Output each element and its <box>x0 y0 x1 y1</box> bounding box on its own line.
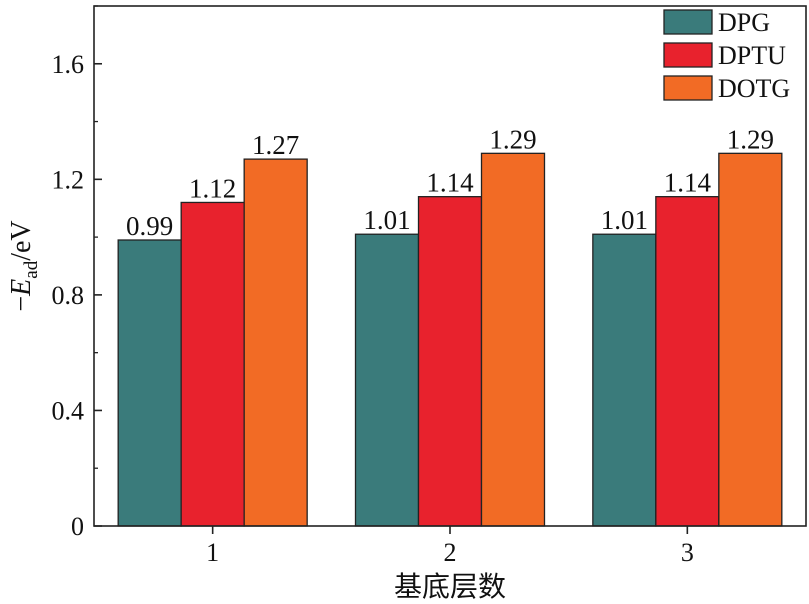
y-axis: 0 0.4 0.8 1.2 1.6 <box>52 5 102 541</box>
bar-dptu-1 <box>180 201 245 527</box>
x-tick-label: 3 <box>681 538 694 567</box>
y-tick-label: 1.6 <box>52 50 85 79</box>
legend: DPG DPTU DOTG <box>663 8 790 103</box>
legend-swatch-dotg <box>663 75 713 101</box>
y-axis-title: −Ead/eV <box>6 220 42 311</box>
bar-dptu-2 <box>417 196 483 527</box>
y-tick-label: 1.2 <box>52 165 85 194</box>
y-axis-title-subscript: ad <box>21 260 42 278</box>
y-axis-title-symbol: E <box>6 279 37 297</box>
bar-dpg-2 <box>354 233 420 527</box>
x-axis: 1 2 3 <box>206 526 694 567</box>
y-axis-title-prefix: − <box>6 296 37 312</box>
x-axis-title: 基底层数 <box>394 570 506 603</box>
x-tick-label: 2 <box>444 538 457 567</box>
bar-dpg-1 <box>117 239 182 527</box>
data-label-dpg-1: 0.99 <box>126 211 173 241</box>
data-label-dotg-2: 1.29 <box>489 124 536 154</box>
data-label-dptu-1: 1.12 <box>189 173 236 203</box>
y-axis-title-suffix: /eV <box>6 220 37 260</box>
data-label-dotg-3: 1.29 <box>727 124 774 154</box>
data-label-dpg-3: 1.01 <box>601 205 648 235</box>
legend-label-dpg: DPG <box>718 8 770 37</box>
bar-dpg-3 <box>592 233 657 527</box>
legend-label-dptu: DPTU <box>718 41 786 70</box>
legend-label-dotg: DOTG <box>718 74 790 103</box>
data-label-dptu-2: 1.14 <box>426 168 474 198</box>
data-label-dotg-1: 1.27 <box>252 130 299 160</box>
bars-group <box>117 152 783 527</box>
data-label-dptu-3: 1.14 <box>664 168 712 198</box>
bar-dptu-3 <box>655 196 720 527</box>
y-tick-label: 0 <box>71 512 84 541</box>
bar-dotg-1 <box>243 158 308 527</box>
bar-dotg-3 <box>718 152 783 527</box>
x-tick-label: 1 <box>206 538 219 567</box>
legend-swatch-dptu <box>663 42 713 68</box>
bar-dotg-2 <box>480 152 546 527</box>
y-tick-label: 0.4 <box>52 396 85 425</box>
y-tick-label: 0.8 <box>52 281 85 310</box>
data-label-dpg-2: 1.01 <box>363 205 410 235</box>
legend-swatch-dpg <box>663 9 713 35</box>
data-labels-group: 0.99 1.12 1.27 1.01 1.14 1.29 1.01 1.14 1.29 <box>126 124 774 241</box>
